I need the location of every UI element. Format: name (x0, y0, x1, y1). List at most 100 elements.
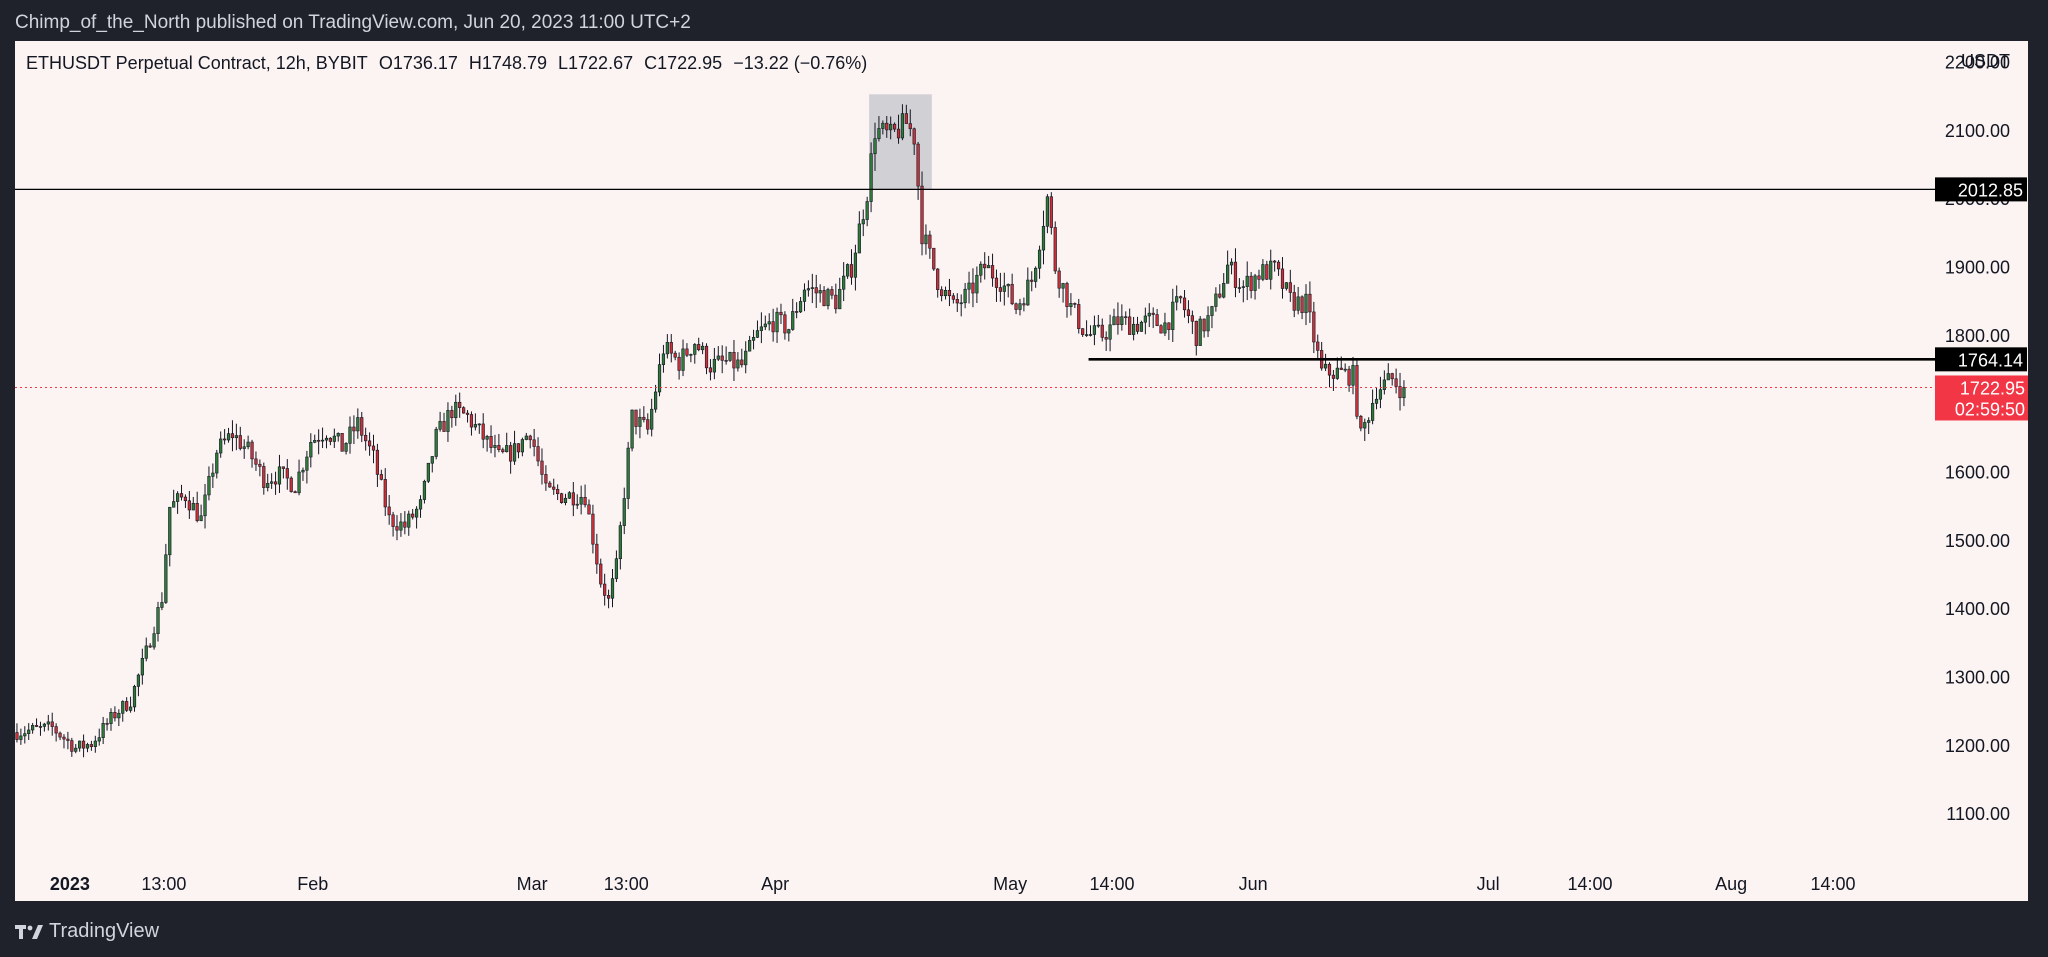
candle-up (1374, 398, 1379, 404)
candle-up (97, 737, 101, 742)
candle-down (928, 234, 932, 249)
candle-up (505, 445, 509, 453)
candle-up (900, 113, 905, 139)
candle-up (975, 274, 979, 294)
candle-down (293, 491, 297, 494)
candle-down (1022, 303, 1026, 306)
candlestick-chart[interactable]: 2200.002100.002000.001900.001800.001700.… (15, 41, 2028, 901)
candle-down (720, 355, 724, 361)
candle-down (704, 345, 709, 369)
candle-down (509, 445, 513, 462)
x-tick-label: 14:00 (1090, 874, 1135, 894)
candle-down (885, 122, 889, 131)
candle-down (360, 417, 364, 436)
candle-up (759, 326, 763, 331)
candle-up (1120, 316, 1124, 325)
candle-up (838, 288, 842, 310)
y-tick-label: 1500.00 (1945, 531, 2010, 551)
candle-down (983, 263, 987, 269)
candle-down (195, 503, 199, 522)
candle-down (1390, 373, 1394, 380)
candle-down (634, 409, 638, 427)
candle-up (426, 462, 430, 482)
candle-up (277, 466, 282, 485)
candle-down (58, 732, 62, 738)
candle-up (1034, 267, 1038, 282)
candle-up (842, 275, 846, 290)
candle-up (152, 633, 156, 648)
candle-down (642, 416, 646, 420)
candle-up (716, 355, 720, 360)
last-price-label: 1722.95 (1960, 378, 2025, 398)
candle-down (501, 449, 505, 453)
candle-down (1053, 227, 1057, 272)
candle-up (614, 558, 619, 579)
highlight-box (869, 94, 932, 190)
candle-down (822, 290, 826, 307)
x-tick-label: 2023 (50, 874, 90, 894)
candle-up (701, 345, 705, 351)
x-tick-label: Apr (761, 874, 789, 894)
candle-down (536, 446, 540, 462)
candle-up (1253, 275, 1257, 291)
candle-down (908, 123, 912, 130)
candle-up (1296, 296, 1300, 311)
candle-down (971, 282, 975, 294)
candle-up (665, 342, 669, 355)
candle-down (1292, 292, 1296, 311)
candle-up (1069, 303, 1073, 307)
candle-up (485, 436, 489, 440)
candle-up (853, 252, 858, 278)
candle-up (1210, 306, 1214, 316)
candle-down (1347, 368, 1351, 386)
candle-down (328, 437, 333, 442)
candles (15, 104, 1406, 758)
candle-up (172, 501, 176, 508)
candle-up (967, 282, 971, 290)
candle-down (442, 421, 446, 432)
candle-down (1104, 337, 1108, 340)
candle-up (775, 311, 779, 333)
candle-down (281, 466, 285, 469)
candle-down (1316, 341, 1320, 351)
candle-up (1402, 387, 1406, 399)
candle-down (50, 721, 54, 727)
candle-up (42, 723, 46, 727)
candle-up (1147, 312, 1151, 317)
x-tick-label: Aug (1715, 874, 1747, 894)
candle-down (990, 265, 995, 279)
candle-up (477, 423, 481, 426)
candle-down (1312, 311, 1316, 343)
high-value: H1748.79 (468, 53, 547, 73)
candle-down (998, 287, 1002, 292)
candle-down (540, 460, 544, 475)
candle-down (179, 493, 184, 498)
candle-up (1018, 303, 1022, 310)
candle-up (806, 288, 811, 291)
low-value: L1722.67 (558, 53, 634, 73)
candle-up (324, 437, 329, 441)
y-tick-label: 2100.00 (1945, 121, 2010, 141)
candle-up (563, 497, 568, 503)
candle-up (1175, 296, 1179, 303)
candle-up (755, 330, 760, 338)
candle-down (1331, 374, 1336, 379)
candle-up (767, 321, 771, 325)
candle-down (62, 736, 66, 740)
candle-up (140, 658, 144, 676)
candle-up (889, 123, 893, 131)
candle-up (689, 354, 693, 356)
candle-up (211, 472, 215, 477)
candle-up (270, 481, 274, 484)
y-tick-label: 1300.00 (1945, 668, 2010, 688)
tradingview-brand[interactable]: TradingView (15, 920, 159, 943)
candle-down (81, 740, 86, 749)
candle-down (458, 401, 462, 408)
candle-down (920, 185, 924, 245)
candle-up (219, 438, 223, 454)
candle-down (669, 342, 673, 354)
candle-down (994, 277, 999, 288)
chart-panel[interactable]: 2200.002100.002000.001900.001800.001700.… (15, 41, 2028, 901)
candle-up (1323, 363, 1328, 369)
candle-down (1257, 275, 1261, 280)
